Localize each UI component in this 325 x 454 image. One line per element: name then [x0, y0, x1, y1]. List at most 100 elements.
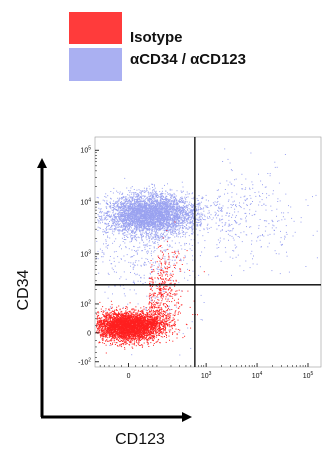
event-dot — [172, 221, 174, 223]
event-dot — [166, 208, 168, 210]
event-dot — [120, 204, 122, 206]
event-dot — [246, 215, 247, 217]
event-dot — [234, 211, 236, 213]
event-dot — [104, 200, 106, 202]
event-dot — [145, 308, 147, 310]
event-dot — [235, 205, 236, 206]
event-dot — [168, 229, 170, 231]
event-dot — [154, 201, 156, 203]
event-dot — [124, 227, 126, 229]
event-dot — [122, 206, 124, 208]
event-dot — [141, 208, 143, 210]
event-dot — [151, 205, 153, 207]
event-dot — [146, 220, 148, 221]
event-dot — [135, 205, 137, 207]
event-dot — [143, 211, 144, 213]
event-dot — [242, 188, 244, 190]
event-dot — [150, 213, 152, 215]
event-dot — [146, 188, 148, 190]
event-dot — [183, 217, 185, 219]
event-dot — [99, 227, 101, 229]
event-dot — [168, 219, 170, 221]
event-dot — [167, 216, 169, 217]
event-dot — [169, 229, 171, 231]
event-dot — [155, 201, 157, 203]
event-dot — [192, 209, 194, 211]
event-dot — [140, 203, 142, 205]
event-dot — [123, 288, 125, 290]
event-dot — [158, 240, 160, 241]
event-dot — [200, 219, 202, 221]
event-dot — [150, 234, 152, 236]
event-dot — [187, 212, 189, 214]
event-dot — [138, 201, 140, 203]
event-dot — [215, 214, 217, 215]
event-dot — [134, 217, 136, 219]
event-dot — [132, 263, 134, 265]
event-dot — [155, 217, 156, 219]
event-dot — [220, 230, 222, 232]
event-dot — [114, 220, 116, 221]
event-dot — [134, 199, 136, 201]
event-dot — [148, 210, 150, 212]
event-dot — [282, 243, 283, 245]
event-dot — [229, 212, 231, 214]
event-dot — [154, 215, 156, 217]
event-dot — [146, 239, 148, 241]
event-dot — [174, 209, 176, 211]
event-dot — [173, 196, 175, 198]
event-dot — [138, 224, 140, 226]
event-dot — [192, 198, 194, 200]
event-dot — [175, 195, 177, 197]
event-dot — [129, 213, 131, 215]
event-dot — [128, 212, 130, 214]
event-dot — [134, 272, 136, 274]
event-dot — [166, 202, 168, 204]
event-dot — [247, 204, 248, 206]
event-dot — [169, 209, 171, 211]
event-dot — [172, 201, 174, 203]
event-dot — [196, 218, 198, 220]
event-dot — [178, 217, 180, 218]
event-dot — [105, 232, 107, 234]
event-dot — [147, 208, 149, 210]
event-dot — [171, 202, 173, 204]
event-dot — [172, 228, 174, 230]
event-dot — [130, 201, 132, 203]
event-dot — [111, 232, 113, 234]
event-dot — [157, 194, 159, 196]
event-dot — [176, 233, 178, 235]
event-dot — [160, 222, 162, 224]
event-dot — [188, 226, 190, 228]
event-dot — [96, 240, 98, 242]
event-dot — [113, 229, 115, 231]
event-dot — [164, 230, 165, 232]
event-dot — [165, 211, 166, 213]
event-dot — [133, 221, 135, 223]
event-dot — [99, 217, 101, 219]
event-dot — [163, 240, 165, 242]
event-dot — [164, 250, 166, 252]
event-dot — [168, 224, 170, 226]
event-dot — [162, 203, 164, 205]
event-dot — [110, 198, 112, 200]
event-dot — [181, 222, 183, 223]
event-dot — [196, 198, 198, 200]
event-dot — [173, 231, 175, 232]
event-dot — [169, 203, 171, 205]
event-dot — [178, 209, 180, 211]
event-dot — [175, 214, 177, 215]
event-dot — [183, 206, 185, 208]
event-dot — [126, 220, 127, 222]
event-dot — [150, 296, 152, 298]
event-dot — [170, 208, 172, 209]
event-dot — [198, 274, 200, 276]
event-dot — [173, 227, 175, 229]
event-dot — [180, 222, 182, 224]
event-dot — [156, 234, 158, 236]
event-dot — [119, 215, 121, 217]
event-dot — [123, 211, 125, 213]
event-dot — [152, 238, 154, 240]
event-dot — [179, 216, 181, 218]
event-dot — [136, 230, 138, 232]
